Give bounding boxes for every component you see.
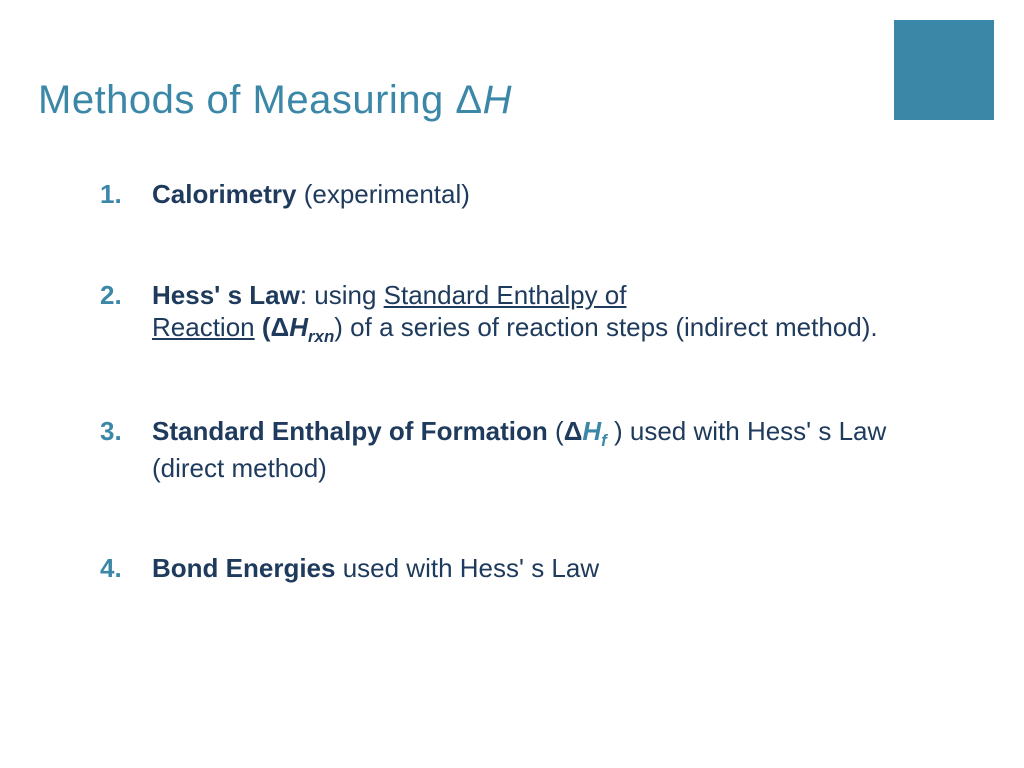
item-body: Hess' s Law: using Standard Enthalpy of … xyxy=(152,279,964,348)
methods-list: 1. Calorimetry (experimental) 2. Hess' s… xyxy=(100,178,964,653)
item-body: Calorimetry (experimental) xyxy=(152,178,964,211)
title-text: Methods of Measuring xyxy=(38,78,455,122)
item-lead: Hess' s Law xyxy=(152,280,300,310)
h-symbol: H xyxy=(582,416,601,446)
title-delta: Δ xyxy=(455,78,482,122)
list-item: 4. Bond Energies used with Hess' s Law xyxy=(100,552,964,585)
slide-title: Methods of Measuring ΔH xyxy=(38,78,512,123)
list-item: 3. Standard Enthalpy of Formation (ΔHf )… xyxy=(100,415,964,484)
decorative-square xyxy=(894,20,994,120)
item-number: 2. xyxy=(100,279,152,348)
delta: Δ xyxy=(564,416,583,446)
item-lead: Bond Energies xyxy=(152,553,335,583)
item-underline: Reaction xyxy=(152,312,255,342)
subscript: rxn xyxy=(308,327,334,346)
item-body: Bond Energies used with Hess' s Law xyxy=(152,552,964,585)
item-rest: used with Hess' s Law xyxy=(335,553,599,583)
h-symbol: H xyxy=(289,312,308,342)
item-number: 4. xyxy=(100,552,152,585)
delta: Δ xyxy=(271,312,290,342)
list-item: 1. Calorimetry (experimental) xyxy=(100,178,964,211)
list-item: 2. Hess' s Law: using Standard Enthalpy … xyxy=(100,279,964,348)
item-body: Standard Enthalpy of Formation (ΔHf ) us… xyxy=(152,415,964,484)
item-rest: ) of a series of reaction steps (indirec… xyxy=(334,312,877,342)
item-after-lead: : using xyxy=(300,280,384,310)
paren-open: ( xyxy=(255,312,271,342)
item-lead: Standard Enthalpy of Formation xyxy=(152,416,548,446)
item-number: 1. xyxy=(100,178,152,211)
item-number: 3. xyxy=(100,415,152,484)
item-underline: Standard Enthalpy of xyxy=(384,280,627,310)
item-rest: (experimental) xyxy=(297,179,470,209)
paren-open: ( xyxy=(548,416,564,446)
title-h: H xyxy=(483,78,512,122)
item-lead: Calorimetry xyxy=(152,179,297,209)
